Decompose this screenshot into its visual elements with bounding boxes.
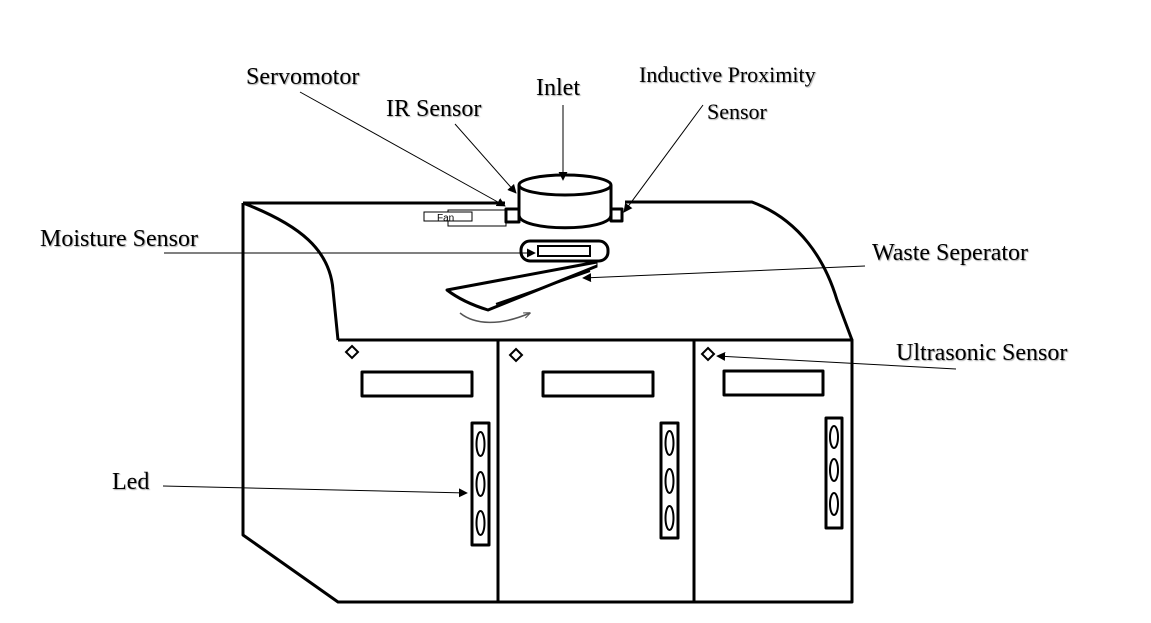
led-panel-2 bbox=[659, 421, 680, 540]
label-inductive-line1: Inductive Proximity bbox=[639, 62, 816, 87]
label-waste-separator: Waste Seperator bbox=[872, 240, 1028, 266]
label-led: Led bbox=[112, 469, 149, 495]
inductive-sensor-block bbox=[609, 207, 624, 223]
fan-unit: Fan bbox=[423, 209, 507, 227]
label-servomotor: Servomotor bbox=[246, 64, 359, 90]
label-moisture-sensor: Moisture Sensor bbox=[40, 226, 198, 252]
rotation-arrow-icon bbox=[459, 313, 530, 324]
led-panel-3 bbox=[824, 416, 844, 530]
fan-label: Fan bbox=[437, 213, 454, 224]
inlet-cylinder bbox=[504, 173, 624, 230]
label-inlet: Inlet bbox=[536, 75, 580, 101]
ir-sensor-block bbox=[504, 207, 521, 224]
led-panel-1 bbox=[470, 421, 491, 547]
label-ir-sensor: IR Sensor bbox=[386, 96, 481, 122]
cabinet-body bbox=[241, 200, 854, 604]
door-handles bbox=[360, 369, 825, 398]
ultrasonic-sensor-icons bbox=[344, 344, 716, 363]
label-ultrasonic-sensor: Ultrasonic Sensor bbox=[896, 340, 1067, 366]
moisture-sensor-unit bbox=[519, 239, 610, 263]
callout-lines bbox=[162, 91, 957, 498]
label-inductive-line2: Sensor bbox=[707, 99, 768, 124]
waste-separator-chute bbox=[445, 260, 598, 312]
